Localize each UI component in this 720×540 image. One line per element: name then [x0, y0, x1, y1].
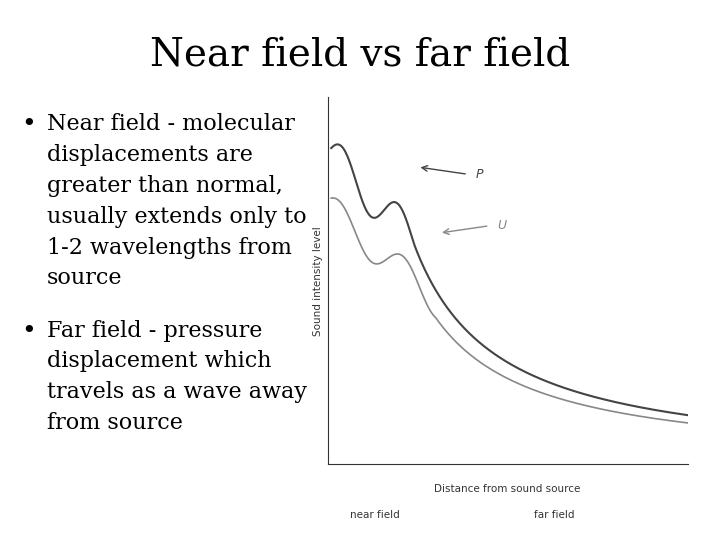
Text: greater than normal,: greater than normal,: [47, 175, 283, 197]
Text: P: P: [475, 168, 482, 181]
Text: Near field vs far field: Near field vs far field: [150, 38, 570, 75]
Text: U: U: [497, 219, 506, 232]
X-axis label: Distance from sound source: Distance from sound source: [434, 484, 581, 494]
Text: displacements are: displacements are: [47, 144, 253, 166]
Text: Far field - pressure: Far field - pressure: [47, 320, 262, 342]
Text: •: •: [22, 113, 36, 137]
Text: usually extends only to: usually extends only to: [47, 206, 307, 228]
Text: displacement which: displacement which: [47, 350, 271, 373]
Y-axis label: Sound intensity level: Sound intensity level: [313, 226, 323, 336]
Text: near field: near field: [349, 510, 400, 521]
Text: •: •: [22, 320, 36, 343]
Text: 1-2 wavelengths from: 1-2 wavelengths from: [47, 237, 292, 259]
Text: Near field - molecular: Near field - molecular: [47, 113, 294, 136]
Text: travels as a wave away: travels as a wave away: [47, 381, 307, 403]
Text: from source: from source: [47, 412, 183, 434]
Text: far field: far field: [534, 510, 575, 521]
Text: source: source: [47, 267, 122, 289]
